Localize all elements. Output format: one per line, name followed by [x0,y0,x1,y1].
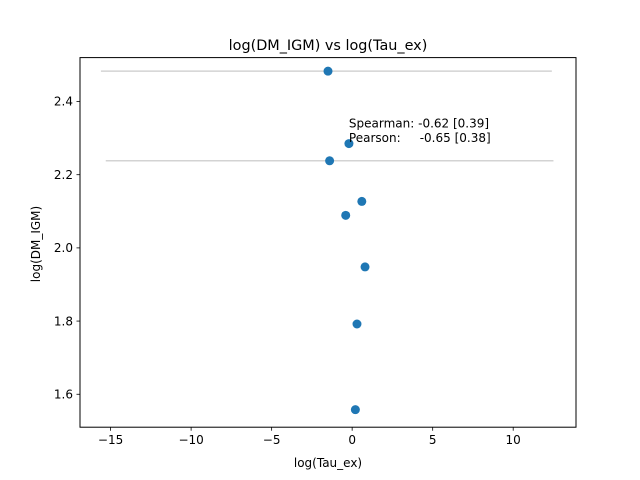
data-point [360,262,370,272]
x-tick-label: −5 [263,433,281,447]
y-tick-label: 1.8 [54,314,73,328]
y-tick-label: 2.4 [54,95,73,109]
data-point [341,210,351,220]
x-axis-label: log(Tau_ex) [294,456,362,470]
x-axis: −15 −10 −5 0 5 10 [98,427,521,447]
plot-area-frame [79,57,577,428]
x-tick-label: −10 [178,433,203,447]
x-tick-label: 10 [506,433,521,447]
y-tick-label: 2.0 [54,241,73,255]
y-axis-label: log(DM_IGM) [29,206,43,282]
data-point [323,66,333,76]
data-point [344,139,354,149]
data-point [325,156,335,166]
data-point [350,405,360,415]
annotations-layer: Spearman: -0.62 [0.39]Pearson: -0.65 [0.… [349,116,491,145]
x-tick-label: 0 [348,433,356,447]
annotation-text: Pearson: -0.65 [0.38] [349,131,491,145]
y-axis: 1.6 1.8 2.0 2.2 2.4 [54,95,80,401]
y-tick-label: 1.6 [54,387,73,401]
data-point [357,196,367,206]
annotation-text: Spearman: -0.62 [0.39] [349,116,489,130]
chart-title: log(DM_IGM) vs log(Tau_ex) [229,38,428,54]
x-tick-label: 5 [429,433,437,447]
data-point [352,319,362,329]
x-tick-label: −15 [98,433,123,447]
y-tick-label: 2.2 [54,168,73,182]
points-layer [323,66,370,415]
